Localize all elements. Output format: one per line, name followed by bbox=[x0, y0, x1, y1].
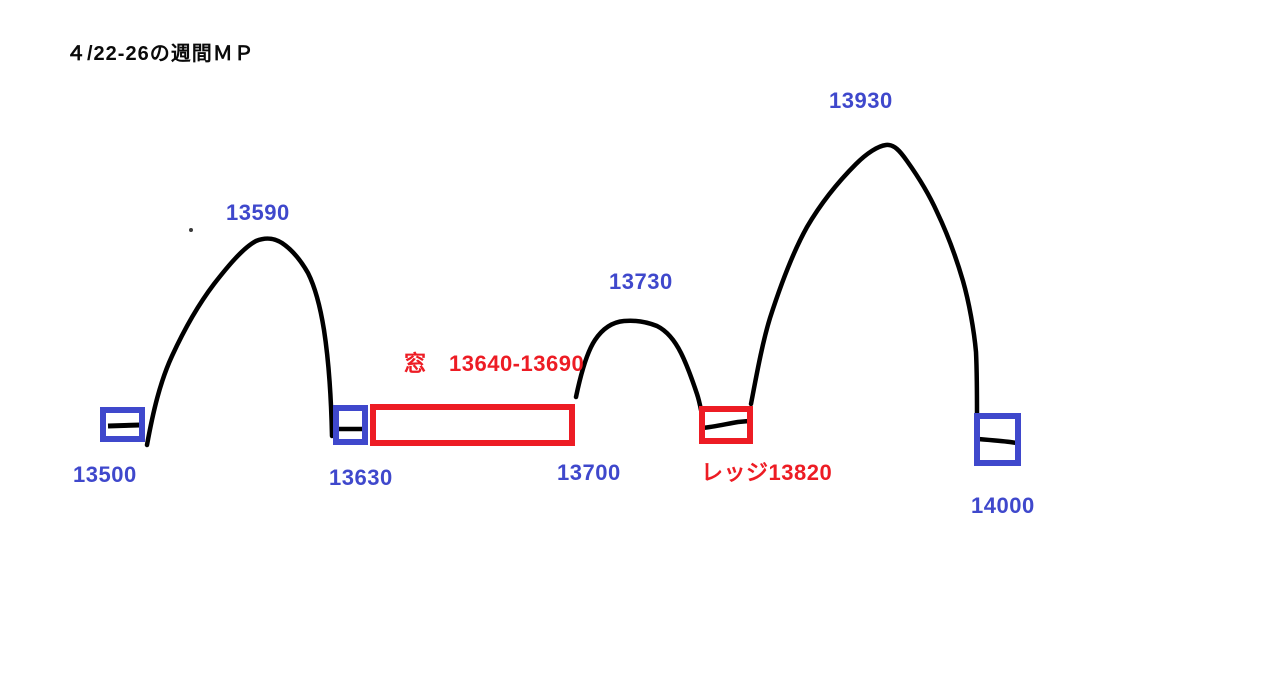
blue-box-14000 bbox=[974, 413, 1021, 466]
chart-title: ４/22-26の週間ＭＰ bbox=[66, 43, 255, 65]
stray-dot bbox=[189, 228, 193, 232]
level-line-14000 bbox=[977, 436, 1018, 446]
curve-dome-13590 bbox=[144, 236, 335, 448]
level-label-13700: 13700 bbox=[557, 460, 621, 485]
window-label: 窓 13640-13690 bbox=[404, 351, 585, 376]
peak-label-13930: 13930 bbox=[829, 88, 893, 113]
curve-dome-13930 bbox=[748, 142, 980, 417]
ledge-label: レッジ13820 bbox=[701, 460, 833, 485]
red-ledge-box bbox=[699, 406, 753, 444]
level-label-14000: 14000 bbox=[971, 493, 1035, 518]
blue-box-13500 bbox=[100, 407, 145, 442]
peak-label-13590: 13590 bbox=[226, 200, 290, 225]
level-line-13820 bbox=[701, 418, 750, 431]
peak-label-13730: 13730 bbox=[609, 269, 673, 294]
blue-box-13630 bbox=[333, 405, 368, 445]
level-line-13500 bbox=[107, 422, 141, 429]
red-window-box bbox=[370, 404, 575, 446]
curve-dome-13730 bbox=[573, 318, 704, 413]
level-label-13500: 13500 bbox=[73, 462, 137, 487]
level-label-13630: 13630 bbox=[329, 465, 393, 490]
